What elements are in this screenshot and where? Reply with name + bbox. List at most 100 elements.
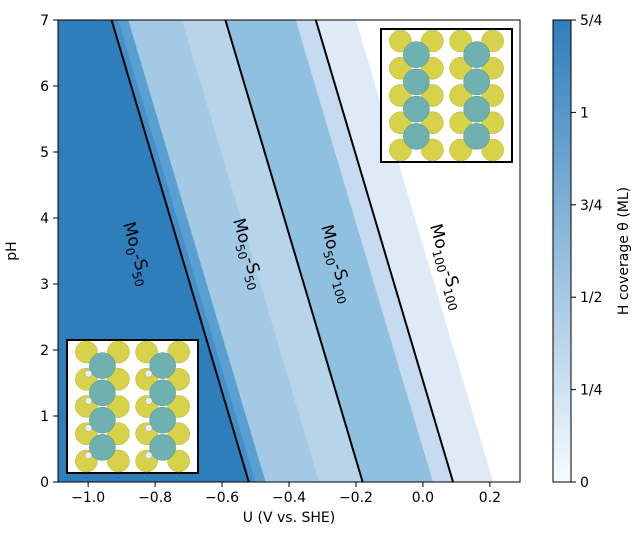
atom-mo [403, 95, 430, 123]
annotation-text: -S [327, 261, 351, 283]
atom-mo [149, 406, 176, 434]
colorbar-tick-label: 1/2 [580, 290, 603, 306]
atom-s [481, 29, 504, 53]
atom-s [421, 29, 444, 53]
atom-s [107, 422, 130, 445]
atom-s [167, 340, 190, 364]
annotation-text: -S [239, 255, 263, 277]
x-tick-label: −0.6 [205, 490, 239, 506]
atom-s [135, 340, 158, 364]
annotation-subscript: 0 [122, 246, 138, 257]
annotation-subscript: 50 [129, 270, 147, 289]
annotation-subscript: 100 [329, 280, 349, 306]
atom-mo [463, 41, 490, 68]
atom-s [389, 111, 412, 134]
atom-s [481, 111, 504, 134]
atom-s [421, 138, 444, 162]
atom-s [107, 395, 130, 418]
atom-mo [89, 406, 116, 434]
atom-s [75, 340, 98, 364]
atom-s [449, 57, 472, 80]
colorbar-label: H coverage θ (ML) [616, 187, 632, 315]
y-tick-label: 0 [40, 475, 49, 491]
x-tick-label: 0.2 [479, 490, 501, 506]
y-tick-label: 2 [40, 343, 49, 359]
atom-s [107, 340, 130, 364]
atom-mo [463, 68, 490, 96]
x-tick-label: −0.8 [138, 490, 172, 506]
atom-s [449, 138, 472, 162]
atom-s [389, 84, 412, 107]
atom-s [389, 57, 412, 80]
annotation-subscript: 100 [429, 248, 449, 274]
y-tick-label: 6 [40, 79, 49, 95]
annotation-subscript: 50 [232, 243, 250, 262]
atom-s [389, 138, 412, 162]
y-axis-label: pH [4, 241, 20, 260]
y-tick-label: 1 [40, 409, 49, 425]
atom-mo [149, 379, 176, 407]
atom-s [421, 84, 444, 107]
atom-mo [89, 352, 116, 379]
y-tick-label: 7 [40, 13, 49, 29]
phase-boundary [110, 20, 250, 482]
atom-s [389, 29, 412, 53]
x-tick-label: 0.0 [412, 490, 434, 506]
y-tick-label: 4 [40, 211, 49, 227]
y-tick-label: 5 [40, 145, 49, 161]
insets [66, 28, 513, 474]
atom-mo [463, 123, 490, 150]
atom-mo [89, 379, 116, 407]
x-tick-label: −1.0 [71, 490, 105, 506]
x-tick-label: −0.4 [272, 490, 306, 506]
atom-s [167, 422, 190, 445]
phase-boundary [224, 20, 364, 482]
atom-s [481, 84, 504, 107]
atom-h [84, 424, 93, 432]
atom-mo [463, 95, 490, 123]
atom-s [167, 368, 190, 391]
atom-mo [403, 41, 430, 68]
atom-mo [149, 352, 176, 379]
atom-h [144, 451, 153, 460]
colorbar-tick-label: 5/4 [580, 13, 603, 29]
atom-h [84, 397, 93, 405]
atom-mo [403, 68, 430, 96]
atom-s [481, 138, 504, 162]
colorbar-tick-label: 1 [580, 105, 589, 121]
atom-mo [149, 434, 176, 461]
atom-s [421, 57, 444, 80]
atom-h [144, 397, 153, 405]
atom-h [144, 424, 153, 432]
annotation: Mo100-S100 [422, 222, 468, 313]
atom-s [421, 111, 444, 134]
atom-s [167, 395, 190, 418]
y-tick-label: 3 [40, 277, 49, 293]
atom-s [107, 449, 130, 473]
annotation-text: -S [127, 251, 151, 273]
colorbar-tick-label: 3/4 [580, 198, 603, 214]
colorbar [552, 19, 572, 483]
atom-h [84, 369, 93, 378]
atom-mo [89, 434, 116, 461]
atom-s [449, 84, 472, 107]
atom-h [84, 451, 93, 460]
colorbar-tick-label: 1/4 [580, 383, 603, 399]
atom-s [481, 57, 504, 80]
annotation-text: -S [438, 268, 462, 290]
atom-s [167, 449, 190, 473]
atom-s [107, 368, 130, 391]
x-axis-label: U (V vs. SHE) [243, 510, 335, 526]
colorbar-tick-label: 0 [580, 475, 589, 491]
atom-s [449, 111, 472, 134]
phase-boundary [314, 20, 455, 482]
atom-s [449, 29, 472, 53]
atom-mo [403, 123, 430, 150]
annotation-subscript: 50 [241, 274, 259, 293]
annotation-subscript: 100 [440, 287, 460, 313]
x-tick-label: −0.2 [339, 490, 373, 506]
annotation-subscript: 50 [320, 249, 338, 268]
atom-h [144, 369, 153, 378]
